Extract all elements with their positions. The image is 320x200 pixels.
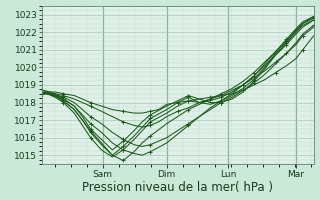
X-axis label: Pression niveau de la mer( hPa ): Pression niveau de la mer( hPa ) xyxy=(82,181,273,194)
